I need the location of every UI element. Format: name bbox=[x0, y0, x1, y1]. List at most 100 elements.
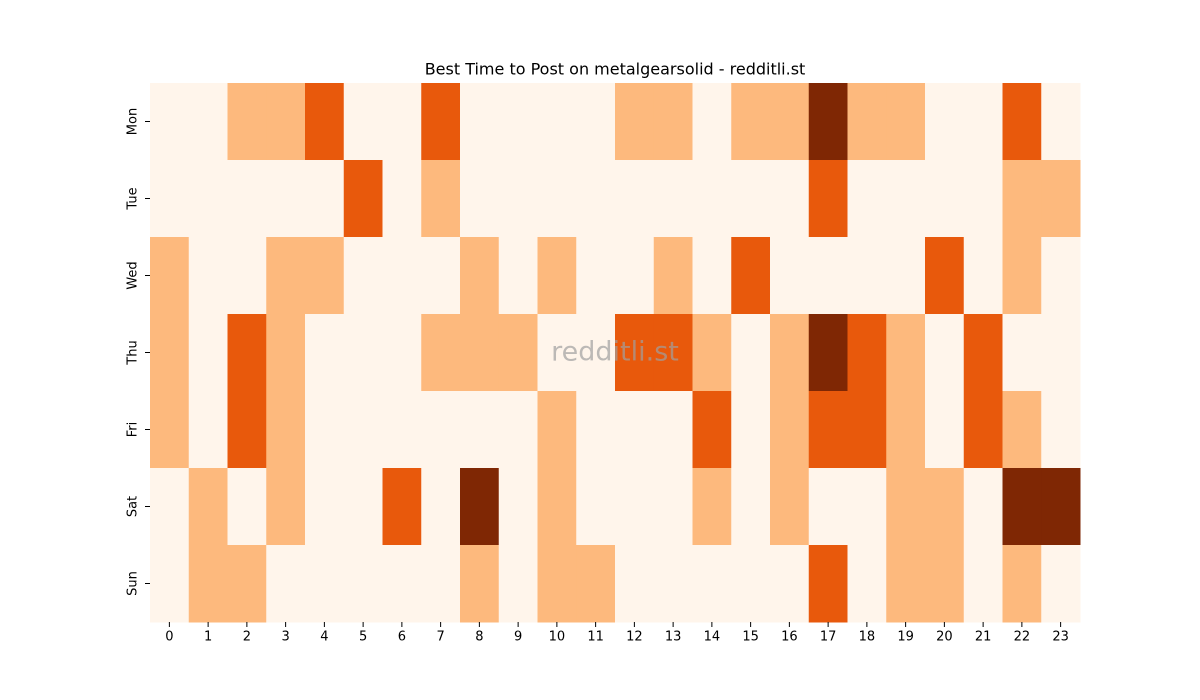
heatmap-cell bbox=[1002, 237, 1042, 315]
heatmap-cell bbox=[150, 237, 190, 315]
heatmap-cell bbox=[343, 391, 383, 469]
heatmap-cell bbox=[266, 160, 306, 238]
heatmap-cell bbox=[227, 391, 267, 469]
heatmap-cell bbox=[653, 237, 693, 315]
heatmap-cell bbox=[963, 391, 1003, 469]
heatmap-cell bbox=[1041, 237, 1081, 315]
heatmap-cell bbox=[382, 545, 422, 623]
heatmap-cell bbox=[692, 237, 732, 315]
heatmap-cell bbox=[150, 83, 190, 161]
x-tick-label: 20 bbox=[936, 630, 953, 645]
heatmap-cell bbox=[847, 314, 887, 392]
heatmap-cell bbox=[847, 391, 887, 469]
heatmap-cell bbox=[1002, 83, 1042, 161]
heatmap-cell bbox=[305, 314, 345, 392]
heatmap-cell bbox=[150, 160, 190, 238]
heatmap-cell bbox=[615, 237, 655, 315]
y-tick-label: Sun bbox=[126, 571, 141, 596]
heatmap-cell bbox=[150, 314, 190, 392]
heatmap-cell bbox=[886, 545, 926, 623]
heatmap-cell bbox=[188, 83, 228, 161]
heatmap-cell bbox=[150, 468, 190, 546]
heatmap-cell bbox=[188, 314, 228, 392]
heatmap-cell bbox=[808, 237, 848, 315]
heatmap-cell bbox=[886, 237, 926, 315]
heatmap-cell bbox=[847, 545, 887, 623]
heatmap-cell bbox=[1002, 160, 1042, 238]
x-tick-label: 21 bbox=[975, 630, 992, 645]
x-tick-label: 17 bbox=[820, 630, 837, 645]
heatmap-cell bbox=[576, 83, 616, 161]
heatmap-cell bbox=[963, 83, 1003, 161]
heatmap-cell bbox=[653, 314, 693, 392]
heatmap-cell bbox=[808, 160, 848, 238]
x-tick-label: 1 bbox=[204, 630, 212, 645]
heatmap-cell bbox=[615, 160, 655, 238]
heatmap-cell bbox=[653, 160, 693, 238]
heatmap-cell bbox=[731, 391, 771, 469]
heatmap-cell bbox=[227, 468, 267, 546]
heatmap-cell bbox=[925, 160, 965, 238]
heatmap-cell bbox=[886, 83, 926, 161]
heatmap-cell bbox=[1041, 314, 1081, 392]
heatmap-cell bbox=[653, 83, 693, 161]
x-tick-label: 7 bbox=[436, 630, 444, 645]
heatmap-cell bbox=[731, 314, 771, 392]
x-tick-label: 5 bbox=[359, 630, 367, 645]
heatmap-cell bbox=[731, 237, 771, 315]
heatmap-cell bbox=[343, 83, 383, 161]
heatmap-cell bbox=[615, 545, 655, 623]
heatmap-cell bbox=[847, 83, 887, 161]
heatmap-cell bbox=[382, 468, 422, 546]
heatmap-cell bbox=[305, 545, 345, 623]
heatmap-cell bbox=[305, 468, 345, 546]
heatmap-cell bbox=[576, 314, 616, 392]
y-tick-label: Thu bbox=[126, 340, 141, 365]
heatmap-cell bbox=[343, 314, 383, 392]
x-tick-label: 23 bbox=[1052, 630, 1069, 645]
heatmap-cell bbox=[421, 468, 461, 546]
heatmap-cells bbox=[150, 83, 1081, 623]
heatmap-cell bbox=[421, 314, 461, 392]
heatmap-cell bbox=[421, 545, 461, 623]
heatmap-cell bbox=[692, 391, 732, 469]
heatmap-cell bbox=[188, 468, 228, 546]
heatmap-cell bbox=[886, 160, 926, 238]
heatmap-cell bbox=[653, 468, 693, 546]
heatmap-cell bbox=[266, 468, 306, 546]
heatmap-cell bbox=[421, 83, 461, 161]
heatmap-cell bbox=[1002, 391, 1042, 469]
heatmap-cell bbox=[847, 468, 887, 546]
heatmap-cell bbox=[576, 468, 616, 546]
heatmap-cell bbox=[498, 237, 538, 315]
heatmap-cell bbox=[188, 391, 228, 469]
heatmap-cell bbox=[692, 314, 732, 392]
y-tick-label: Fri bbox=[126, 422, 141, 438]
heatmap-cell bbox=[150, 391, 190, 469]
heatmap-cell bbox=[498, 545, 538, 623]
heatmap-cell bbox=[731, 83, 771, 161]
heatmap-cell bbox=[537, 468, 577, 546]
heatmap-cell bbox=[227, 160, 267, 238]
heatmap-cell bbox=[227, 83, 267, 161]
heatmap-cell bbox=[770, 545, 810, 623]
x-tick-label: 6 bbox=[398, 630, 406, 645]
x-tick-label: 12 bbox=[626, 630, 643, 645]
heatmap-cell bbox=[692, 545, 732, 623]
heatmap-cell bbox=[576, 545, 616, 623]
heatmap-cell bbox=[460, 237, 500, 315]
heatmap-cell bbox=[576, 160, 616, 238]
heatmap-cell bbox=[460, 545, 500, 623]
heatmap-cell bbox=[537, 391, 577, 469]
heatmap-cell bbox=[653, 391, 693, 469]
heatmap-cell bbox=[188, 160, 228, 238]
heatmap-cell bbox=[1002, 468, 1042, 546]
heatmap-cell bbox=[770, 83, 810, 161]
heatmap-cell bbox=[537, 314, 577, 392]
heatmap-cell bbox=[886, 468, 926, 546]
heatmap-cell bbox=[421, 160, 461, 238]
heatmap-cell bbox=[925, 314, 965, 392]
x-tick-label: 16 bbox=[781, 630, 798, 645]
x-tick-label: 8 bbox=[475, 630, 483, 645]
heatmap-cell bbox=[925, 391, 965, 469]
